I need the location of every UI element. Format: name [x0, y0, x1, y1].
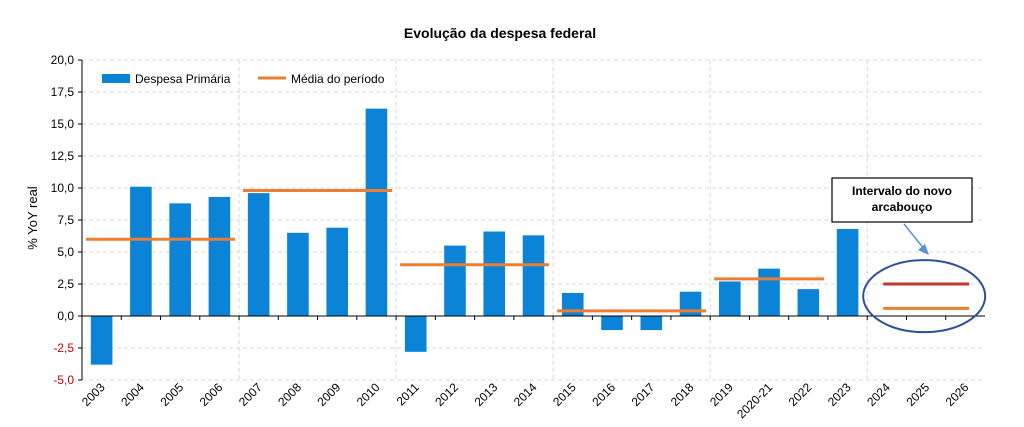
y-tick-label: 17,5 — [51, 85, 75, 99]
bar-2008 — [287, 232, 309, 316]
bar-2013 — [483, 231, 506, 316]
y-tick-label: 15,0 — [51, 117, 75, 131]
y-tick-label: -2,5 — [53, 341, 74, 355]
y-tick-label: 5,0 — [57, 245, 74, 259]
x-tick-label: 2003 — [79, 380, 108, 409]
x-tick-label: 2024 — [864, 380, 893, 409]
x-tick-label: 2022 — [786, 380, 815, 409]
x-tick-label: 2020-21 — [734, 380, 775, 421]
x-tick-label: 2025 — [903, 380, 932, 409]
bar-2009 — [326, 227, 348, 316]
x-tick-label: 2013 — [472, 380, 501, 409]
x-tick-label: 2007 — [236, 380, 265, 409]
x-tick-label: 2015 — [550, 380, 579, 409]
arcabouco-annotation: Intervalo do novo arcabouço — [831, 177, 987, 334]
legend-label-bar: Despesa Primária — [135, 72, 231, 86]
bar-2005 — [169, 203, 191, 316]
bar-2007 — [247, 193, 270, 316]
x-tick-label: 2008 — [275, 380, 304, 409]
y-tick-label: 2,5 — [57, 277, 74, 291]
bars-group — [90, 108, 859, 365]
bar-2003 — [90, 316, 113, 365]
y-axis-label: % YoY real — [25, 186, 40, 249]
x-tick-label: 2014 — [511, 380, 540, 409]
x-tick-label: 2016 — [589, 380, 618, 409]
x-tick-label: 2006 — [197, 380, 226, 409]
bar-2014 — [522, 235, 545, 316]
legend: Despesa Primária Média do período — [102, 72, 385, 86]
arcabouco-ellipse — [862, 259, 987, 334]
x-tick-label: 2019 — [707, 380, 736, 409]
bar-2020-21 — [758, 268, 780, 316]
x-tick-label: 2009 — [315, 380, 344, 409]
gridlines — [82, 59, 985, 381]
bar-2015 — [561, 292, 584, 316]
period-means-group — [86, 189, 824, 313]
y-tick-label: 20,0 — [51, 53, 75, 67]
annotation-box — [831, 177, 973, 223]
bar-2010 — [365, 108, 388, 316]
bar-2023 — [836, 228, 859, 316]
x-tick-label: 2004 — [118, 380, 147, 409]
y-tick-label: -5,0 — [53, 373, 74, 387]
chart-title: Evolução da despesa federal — [404, 25, 596, 41]
x-tick-label: 2026 — [943, 380, 972, 409]
x-tick-label: 2018 — [668, 380, 697, 409]
bar-2017 — [640, 316, 663, 331]
annotation-arrow-head — [918, 244, 929, 255]
x-tick-label: 2012 — [432, 380, 461, 409]
x-tick-label: 2023 — [825, 380, 854, 409]
annotation-arrow-line — [903, 223, 926, 251]
bar-2012 — [444, 245, 466, 316]
annotation-text: Intervalo do novo — [852, 184, 952, 198]
y-tick-label: 0,0 — [57, 309, 74, 323]
bar-2016 — [601, 316, 623, 331]
x-ticks-group: 2003 2004 2005 2006 2007 2008 2009 2010 2011 2012… — [79, 316, 972, 421]
x-tick-label: 2010 — [354, 380, 383, 409]
y-tick-label: 12,5 — [51, 149, 75, 163]
x-tick-label: 2005 — [157, 380, 186, 409]
annotation-text: arcabouço — [872, 200, 933, 214]
x-tick-label: 2011 — [394, 380, 422, 408]
bar-2004 — [130, 186, 152, 316]
bar-2011 — [404, 316, 427, 352]
y-tick-label: 7,5 — [57, 213, 74, 227]
legend-label-mean: Média do período — [291, 72, 385, 86]
y-tick-label: 10,0 — [51, 181, 75, 195]
bar-2022 — [797, 289, 820, 316]
y-ticks-group: -5,0 -2,5 0,0 2,5 5,0 7,5 10,0 12,5 15,0 17,5 20,0 — [51, 53, 82, 387]
bar-2006 — [208, 196, 231, 316]
x-tick-label: 2017 — [629, 380, 658, 409]
legend-swatch-bar — [102, 74, 130, 83]
bar-2019 — [719, 281, 741, 316]
